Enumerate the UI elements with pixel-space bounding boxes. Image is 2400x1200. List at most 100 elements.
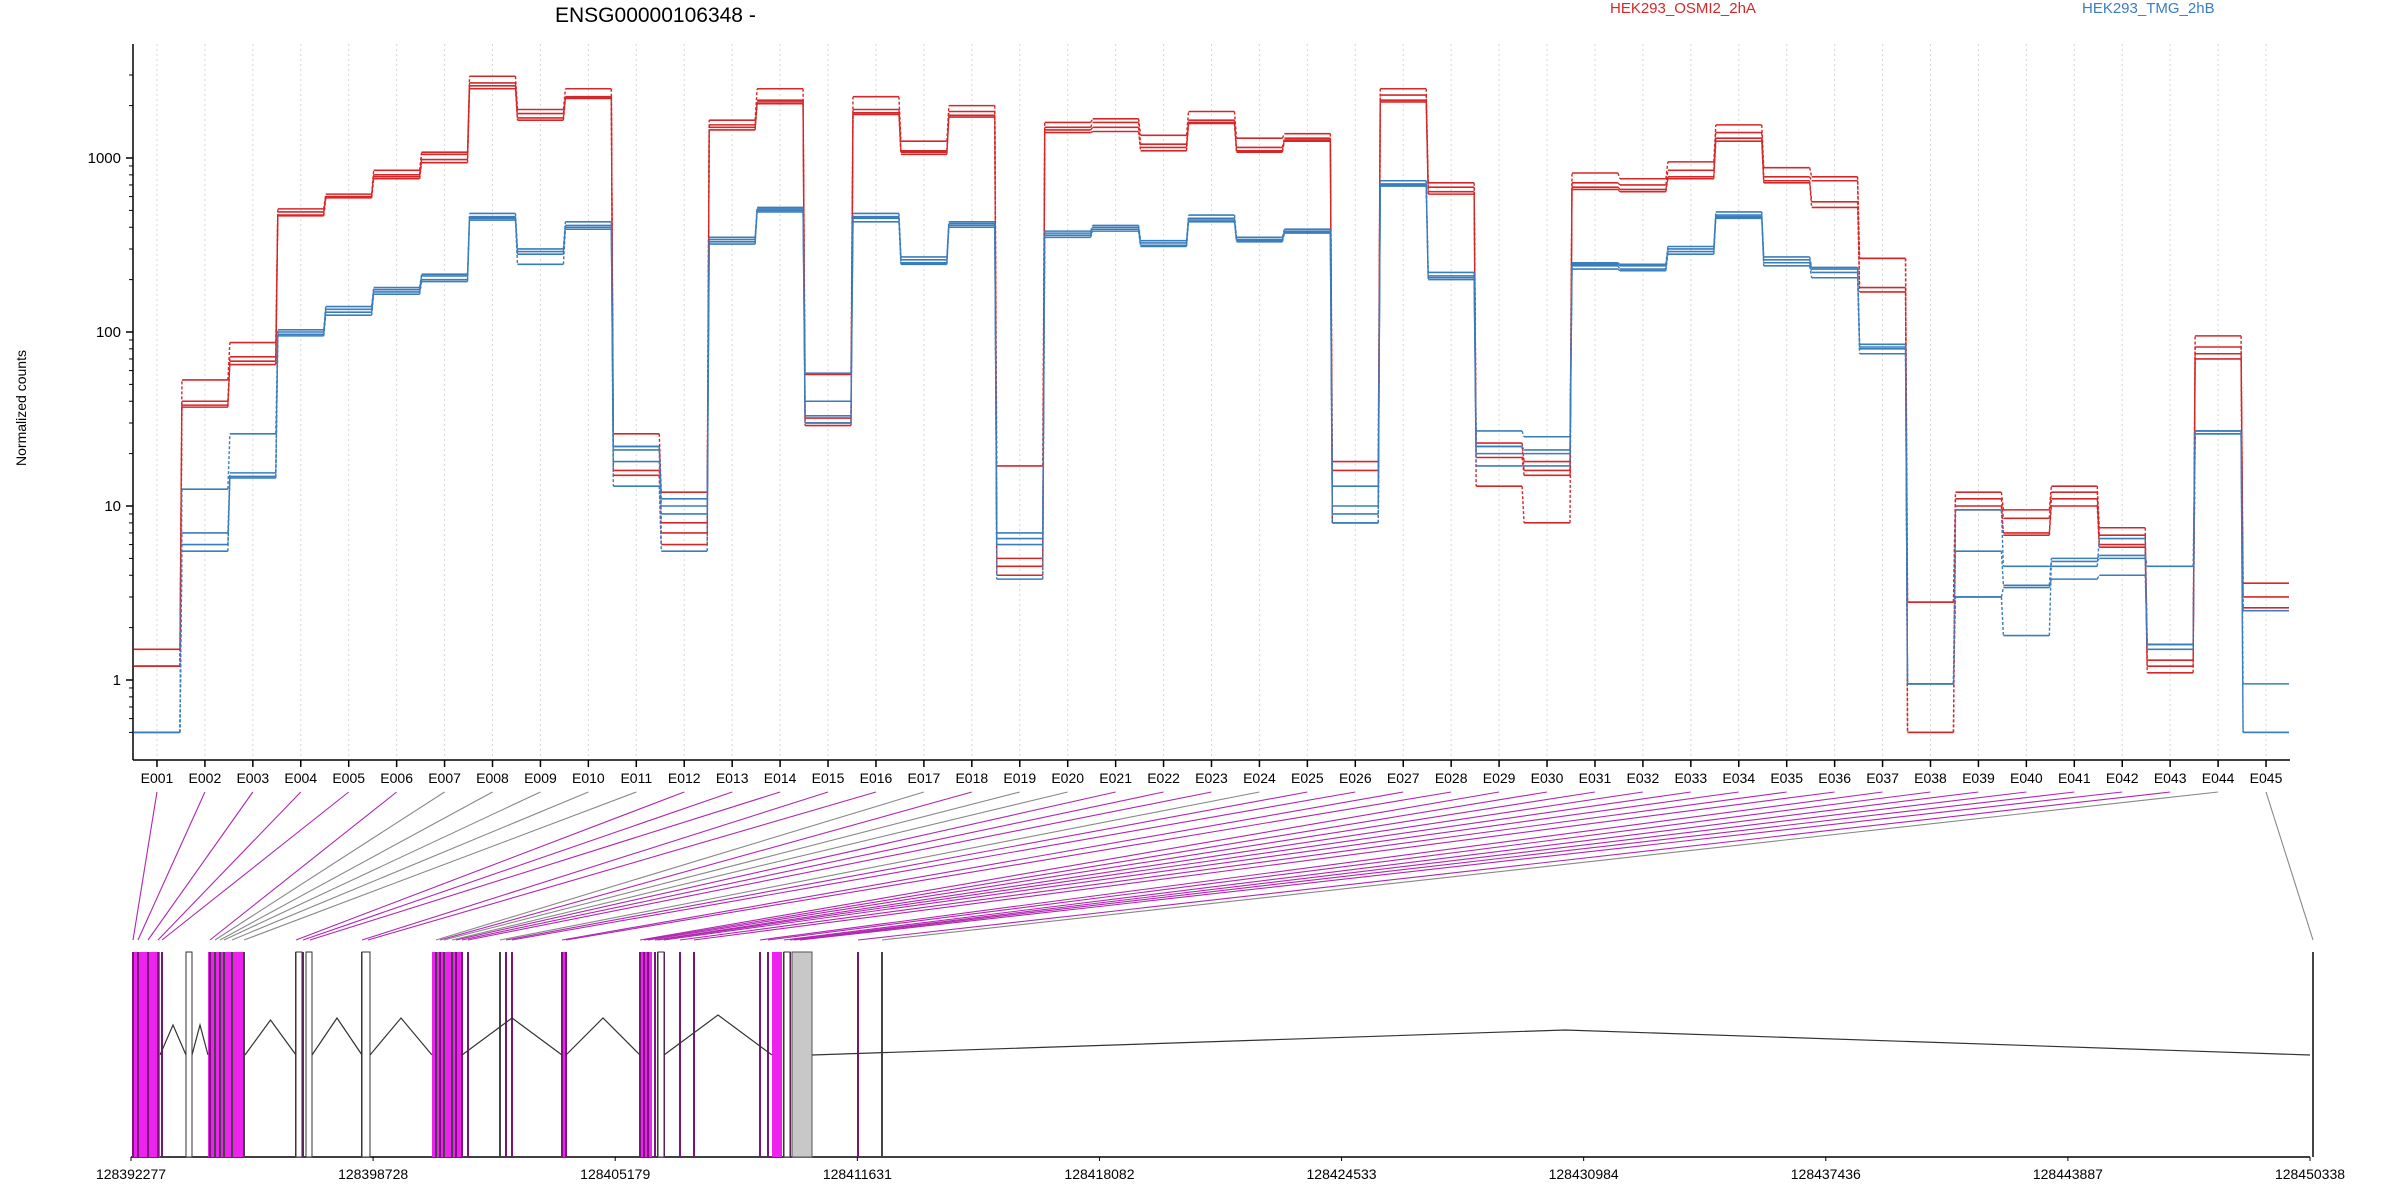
exon-bar (302, 952, 304, 1157)
exon-bar (679, 952, 681, 1157)
exon-gap (361, 951, 371, 1158)
x-tick-label: E043 (2154, 770, 2187, 786)
data-connector (946, 227, 950, 265)
genomic-tick-label: 128424533 (1307, 1166, 1377, 1182)
data-connector (2048, 561, 2053, 636)
exon-link (693, 791, 1835, 941)
exon-bar (505, 952, 507, 1157)
x-tick-label: E020 (1051, 770, 1084, 786)
data-connector (2240, 346, 2244, 597)
data-connector (802, 211, 806, 423)
vertical-grid (156, 44, 2267, 758)
exon-gap (783, 951, 791, 1158)
x-tick-label: E012 (668, 770, 701, 786)
data-connector (946, 116, 950, 155)
data-connector (1617, 186, 1621, 190)
exon-link (663, 791, 1739, 941)
data-connector (1090, 227, 1094, 234)
data-connector (1808, 265, 1813, 278)
data-connector (2096, 555, 2100, 559)
exon-bar (231, 952, 233, 1157)
exon-link (309, 791, 781, 941)
data-connector (1617, 262, 1621, 265)
data-connector (323, 197, 327, 216)
x-tick-label: E021 (1099, 770, 1132, 786)
exon-box-grey (791, 951, 813, 1158)
exon-bar (132, 952, 134, 1157)
exon-link (767, 791, 1931, 941)
data-connector (1952, 505, 1957, 733)
data-connector (1281, 133, 1286, 139)
x-tick-label: E045 (2250, 770, 2283, 786)
data-connector (754, 101, 758, 128)
data-connector (323, 312, 327, 335)
x-tick-label: E035 (1770, 770, 1803, 786)
data-connector (1761, 141, 1765, 183)
data-connector (1617, 263, 1621, 267)
data-connector (1185, 122, 1190, 148)
data-connector (514, 216, 519, 255)
data-connector (1425, 183, 1429, 278)
data-connector (1377, 183, 1381, 514)
exon-bar (214, 952, 216, 1157)
data-connector (1665, 176, 1669, 190)
data-connector (227, 342, 231, 381)
intron-line (244, 1018, 297, 1056)
data-connector (1521, 486, 1525, 523)
y-axis-label: Normalized counts (13, 350, 29, 466)
data-connector (1761, 218, 1765, 266)
data-connector (1617, 188, 1621, 193)
data-connector (1090, 118, 1094, 123)
data-connector (1185, 123, 1190, 151)
intron-line (369, 1017, 433, 1056)
exon-bar (759, 952, 761, 1157)
gene-model: 128392277 128398728 128405179 128411631 1284… (96, 951, 2345, 1182)
data-connector (1808, 180, 1813, 202)
exon-link (223, 791, 541, 941)
exon-link (157, 791, 302, 941)
data-connector (418, 152, 423, 171)
x-tick-label: E010 (572, 770, 605, 786)
data-connector (1521, 457, 1525, 476)
exon-bar (511, 952, 513, 1157)
data-connector (898, 218, 902, 263)
exon-gap (305, 951, 313, 1158)
data-connector (514, 85, 519, 118)
data-connector (418, 279, 423, 293)
exon-bar (857, 952, 859, 1157)
data-connector (1617, 268, 1621, 272)
data-connector (1281, 231, 1286, 241)
exon-link (679, 791, 1787, 941)
data-connector (2000, 596, 2005, 636)
x-tick-label: E022 (1147, 770, 1180, 786)
data-connector (2048, 492, 2053, 519)
exon-bar (435, 952, 437, 1157)
exon-link (783, 791, 1979, 941)
data-connector (2192, 433, 2196, 645)
legend-tmg: HEK293_TMG_2hB (2082, 0, 2215, 17)
data-connector (227, 364, 231, 408)
exon-link (499, 791, 1260, 941)
data-connector (610, 227, 615, 462)
data-connector (1617, 182, 1621, 186)
data-connector (1713, 138, 1717, 177)
exon-bar (219, 952, 221, 1157)
x-tick-label: E036 (1818, 770, 1851, 786)
x-tick-label: E016 (860, 770, 893, 786)
genomic-tick-label: 128418082 (1064, 1166, 1134, 1182)
x-tick-label: E001 (141, 770, 174, 786)
x-tick-label: E025 (1291, 770, 1324, 786)
data-connector (610, 98, 615, 476)
intron-line (159, 1023, 187, 1056)
data-connector (1904, 353, 1909, 684)
data-connector (946, 115, 950, 153)
exon-link (214, 791, 445, 941)
x-tick-label: E031 (1579, 770, 1612, 786)
data-connector (994, 225, 998, 545)
exon-link-lines (132, 791, 2314, 941)
data-connector (1090, 126, 1094, 131)
exon-link (361, 791, 829, 941)
exon-gap (295, 951, 303, 1158)
genomic-tick-label: 128450338 (2275, 1166, 2345, 1182)
exon-link (561, 791, 1404, 941)
